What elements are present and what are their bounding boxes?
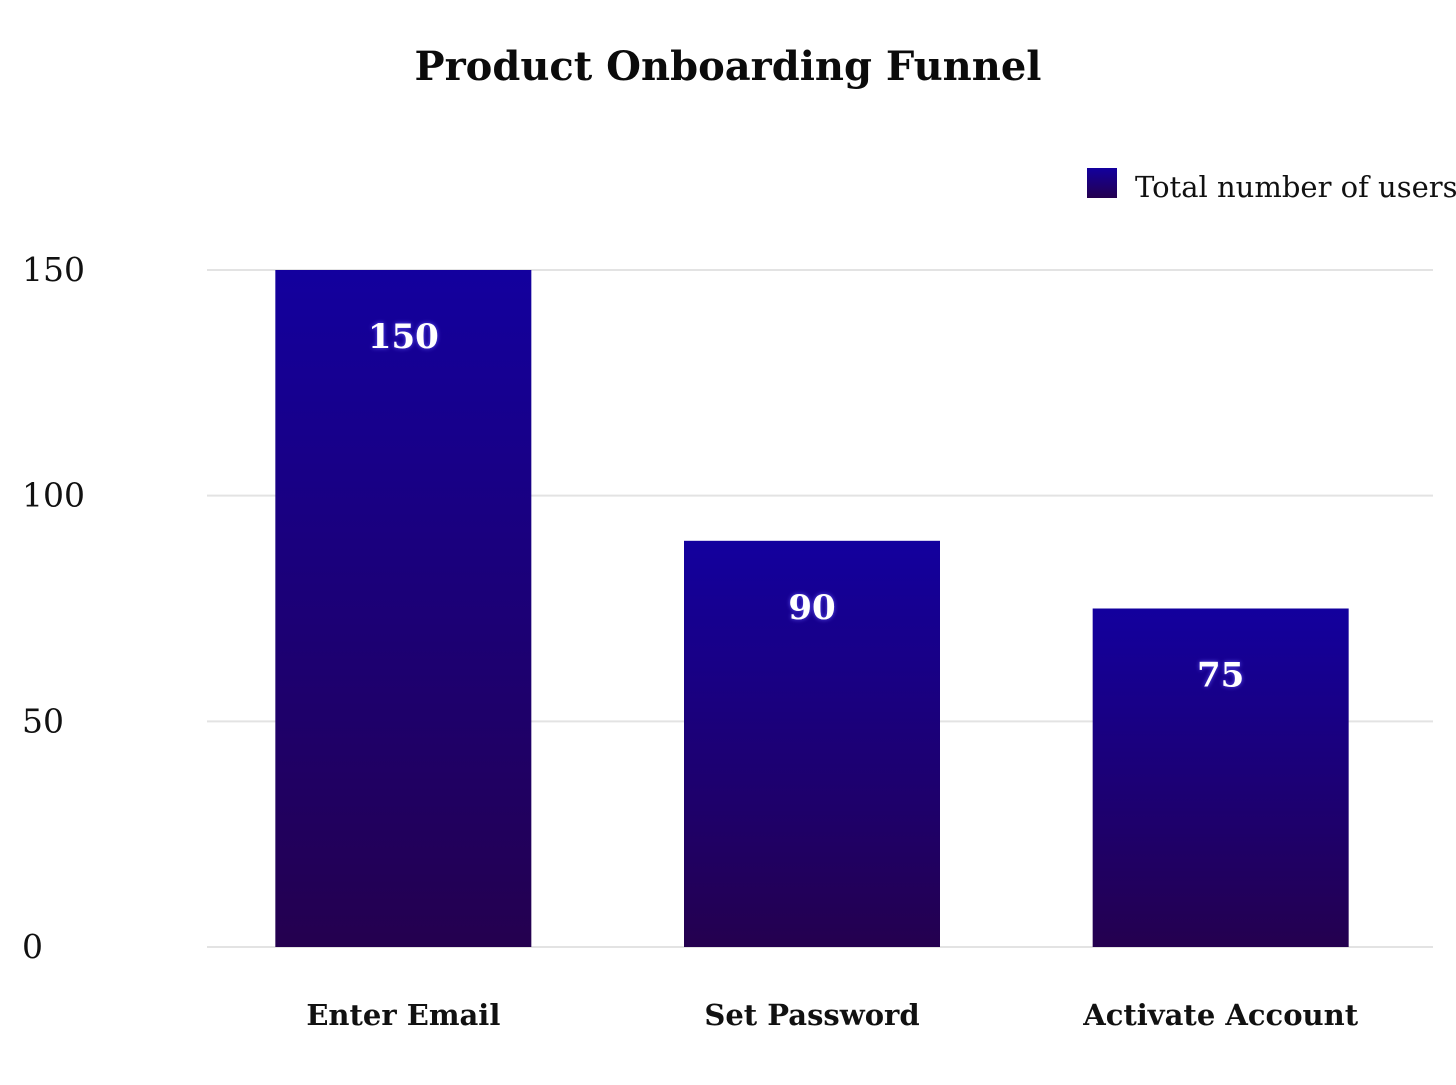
x-category-label: Set Password — [704, 998, 919, 1032]
chart-title: Product Onboarding Funnel — [415, 43, 1042, 90]
value-labels: 150 90 75 — [368, 317, 1244, 696]
y-tick-label: 50 — [22, 701, 64, 740]
legend-swatch — [1087, 168, 1117, 198]
bar-enter-email — [275, 270, 532, 947]
bar-set-password — [684, 540, 940, 947]
x-category-label: Activate Account — [1082, 998, 1358, 1032]
bar-activate-account — [1092, 608, 1349, 947]
y-tick-label: 0 — [22, 927, 43, 966]
value-label: 75 — [1197, 656, 1244, 696]
x-axis-category-labels: Enter Email Set Password Activate Account — [306, 998, 1358, 1032]
legend: Total number of users — [1087, 168, 1456, 204]
value-label: 90 — [788, 588, 835, 628]
y-tick-label: 150 — [22, 250, 85, 289]
bars — [275, 270, 1349, 947]
value-label: 150 — [368, 317, 439, 357]
x-category-label: Enter Email — [306, 998, 500, 1032]
y-tick-label: 100 — [22, 476, 85, 515]
y-axis-tick-labels: 0 50 100 150 — [22, 250, 85, 966]
legend-label: Total number of users — [1135, 170, 1456, 204]
